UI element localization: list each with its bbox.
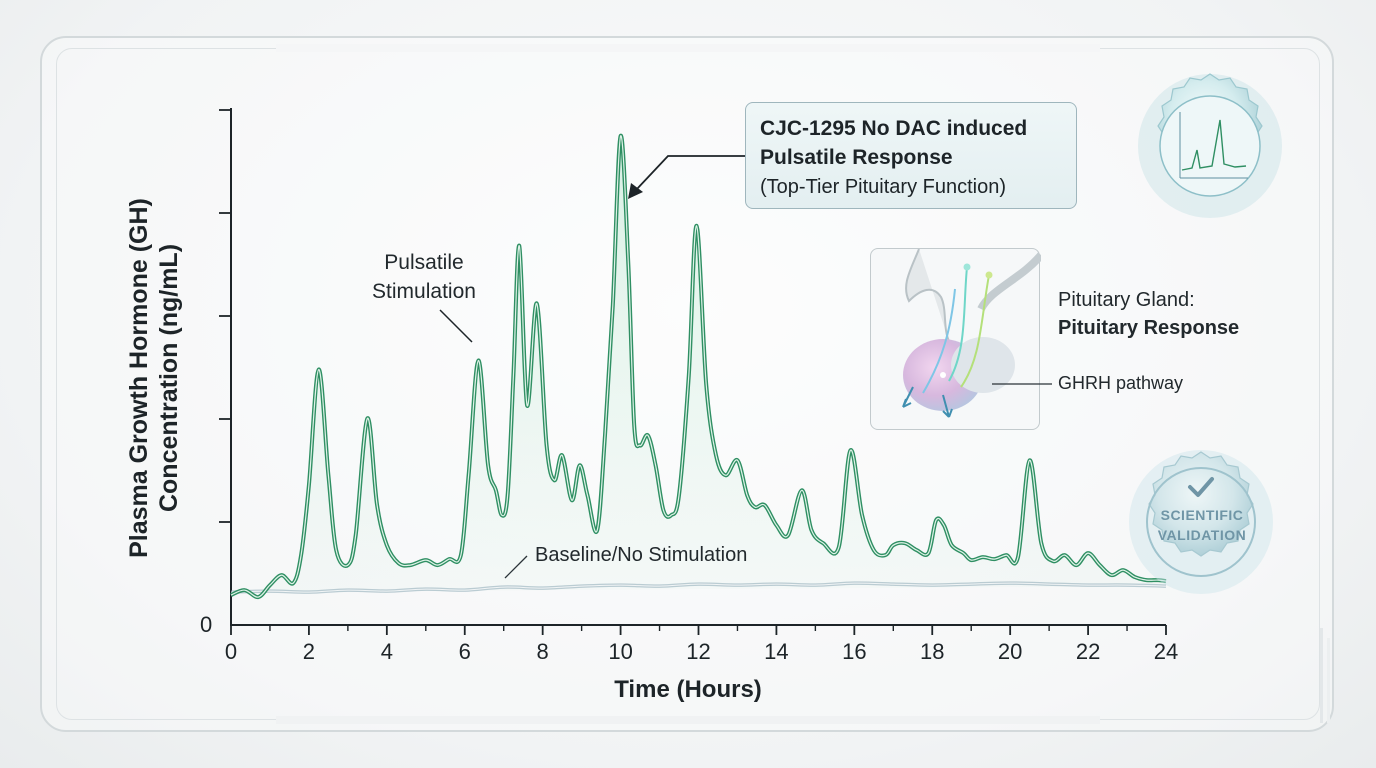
badge-text: SCIENTIFIC VALIDATION [1134,505,1270,545]
x-tick-label: 10 [608,639,633,664]
baseline-label: Baseline/No Stimulation [535,544,748,566]
x-tick-label: 22 [1075,639,1101,664]
x-tick-label: 2 [302,639,316,664]
x-tick-label: 4 [380,639,393,664]
callout-title-line1: CJC-1295 No DAC induced [760,117,1028,140]
frame-gap-top [276,44,1100,52]
pulsatile-stimulation-label: Pulsatile Stimulation [356,248,492,306]
pituitary-title: Pituitary Gland: Pituitary Response [1058,286,1239,342]
pituitary-title-line2: Pituitary Response [1058,317,1240,339]
x-axis-title: Time (Hours) [614,676,762,703]
response-area-fill [231,135,1166,598]
chromatogram-seal-icon [1138,73,1282,218]
y-tick-label-0: 0 [200,612,213,637]
x-tick-label: 16 [842,639,867,664]
x-tick-label: 18 [920,639,945,664]
frame-gap-bottom [276,716,1100,724]
callout-subtitle: (Top-Tier Pituitary Function) [760,176,1006,198]
pulsatile-label-line1: Pulsatile [384,251,464,274]
x-tick-label: 20 [997,639,1023,664]
response-series-line-core [230,135,1167,598]
decorative-corner-bars [1320,628,1330,723]
x-tick-label: 6 [458,639,471,664]
badge-line2: VALIDATION [1157,527,1247,543]
pituitary-gland-icon [902,248,1045,418]
x-tick-label: 12 [686,639,711,664]
x-tick-label: 24 [1153,639,1179,664]
baseline-leader-line [504,555,528,579]
checkmark-icon [1188,477,1214,497]
x-tick-label: 14 [764,639,789,664]
pulsatile-label-line2: Stimulation [372,280,476,303]
callout-title-line2: Pulsatile Response [760,146,953,169]
callout-arrowhead [628,183,643,199]
x-tick-label: 0 [224,639,238,664]
scientific-validation-badge [1129,450,1273,594]
x-tick-label: 8 [536,639,549,664]
callout-arrow-line [635,155,745,191]
baseline-series-line-core [230,582,1167,593]
pituitary-title-line1: Pituitary Gland: [1058,289,1195,311]
ghrh-pathway-label: GHRH pathway [1058,373,1184,393]
pituitary-illustration [870,248,1045,430]
response-callout: CJC-1295 No DAC induced Pulsatile Respon… [745,102,1077,209]
badge-line1: SCIENTIFIC [1160,507,1244,523]
pulsatile-leader-line [439,309,473,343]
